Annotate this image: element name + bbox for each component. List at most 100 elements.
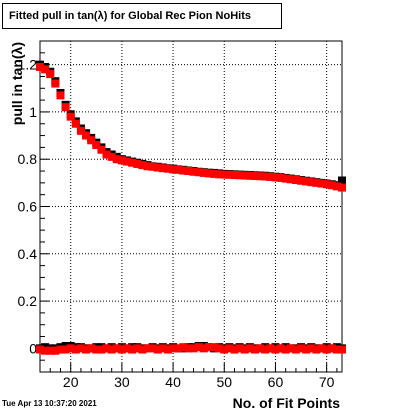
data-point [199,168,208,177]
data-point [230,345,239,354]
data-point [240,345,249,354]
data-point [92,345,101,354]
data-point [169,344,178,353]
data-point [117,156,126,165]
data-point [327,344,336,353]
data-point [82,345,91,354]
data-point [220,345,229,354]
data-point [250,172,259,181]
data-point [107,345,116,354]
data-point [143,162,152,171]
data-point [225,170,234,179]
data-point [71,119,80,128]
data-point [87,136,96,145]
data-point [123,157,132,166]
data-point [153,345,162,354]
x-tick-label: 30 [114,374,130,390]
x-tick-label: 60 [268,374,284,390]
y-tick-label: 0.6 [18,199,38,215]
data-point [210,169,219,178]
data-point [107,152,116,161]
data-point [250,345,259,354]
data-point [281,345,290,354]
data-point [230,171,239,180]
data-point [112,344,121,353]
data-point [297,176,306,185]
data-point [148,162,157,171]
data-point [317,344,326,353]
data-point [92,141,101,150]
data-point [102,150,111,159]
data-point [123,344,132,353]
data-point [281,174,290,183]
data-point [307,344,316,353]
data-point [204,169,213,178]
data-point [46,70,55,79]
data-point [204,343,213,352]
timestamp: Tue Apr 13 10:37:20 2021 [2,399,97,408]
data-point [286,175,295,184]
data-point [338,183,346,192]
data-point [36,345,44,354]
data-point [174,344,183,353]
data-point [302,345,311,354]
data-point [291,345,300,354]
y-tick-label: 1.2 [18,57,38,73]
data-point [199,344,208,353]
data-point [210,343,219,352]
x-tick-label: 70 [319,374,335,390]
data-point [56,91,65,100]
data-point [291,176,300,185]
data-point [169,165,178,174]
y-tick-label: 0.2 [18,293,38,309]
data-point [235,344,244,353]
data-point [66,112,75,121]
grid-lines [40,41,342,372]
data-point [261,172,270,181]
data-point [302,177,311,186]
data-point [179,166,188,175]
data-point [158,164,167,173]
data-point [97,345,106,354]
data-point [297,344,306,353]
data-point [271,173,280,182]
data-point [184,344,193,353]
data-point [117,345,126,354]
data-point [194,343,203,352]
data-point [56,345,65,354]
data-point [215,344,224,353]
data-point [179,343,188,352]
data-point [41,65,50,74]
data-point [128,345,137,354]
data-point [338,345,346,354]
x-tick-label: 20 [63,374,79,390]
x-tick-label: 50 [216,374,232,390]
data-point [41,346,50,355]
data-point [163,164,172,173]
data-point [256,172,265,181]
data-point [276,173,285,182]
y-tick-label: 0.4 [18,246,38,262]
data-point [51,346,60,355]
data-point [61,345,70,354]
data-point [225,344,234,353]
y-tick-label: 0.8 [18,151,38,167]
data-point [215,170,224,179]
data-point [256,344,265,353]
data-point [261,345,270,354]
data-point [312,345,321,354]
data-point [138,161,147,170]
data-point [338,176,346,185]
data-point [46,346,55,355]
chart-title: Fitted pull in tan(λ) for Global Rec Pio… [9,10,251,22]
data-point [133,159,142,168]
data-point [148,344,157,353]
data-point [235,171,244,180]
data-point [87,344,96,353]
data-point [327,181,336,190]
data-point [266,172,275,181]
data-point [240,171,249,180]
data-point [158,344,167,353]
data-point [271,345,280,354]
